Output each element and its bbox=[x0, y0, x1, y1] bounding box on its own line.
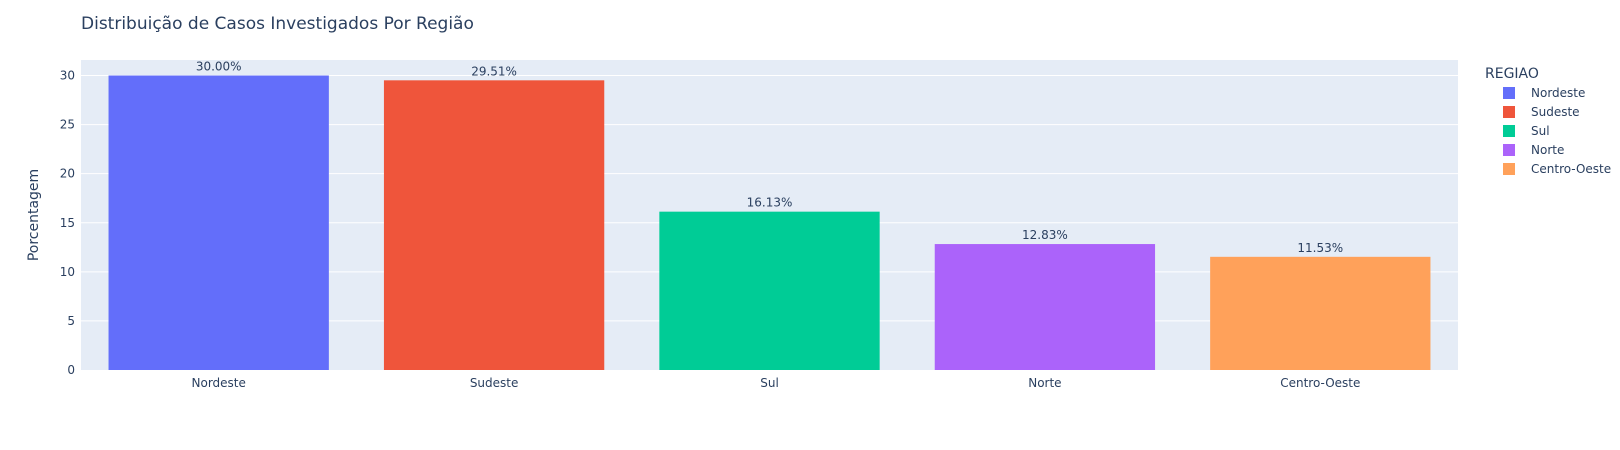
x-tick-label: Nordeste bbox=[192, 376, 246, 390]
chart-title: Distribuição de Casos Investigados Por R… bbox=[81, 14, 474, 34]
data-label: 29.51% bbox=[471, 64, 517, 78]
legend-swatch[interactable] bbox=[1503, 144, 1515, 156]
legend-title: REGIAO bbox=[1485, 66, 1539, 82]
data-label: 16.13% bbox=[747, 196, 793, 210]
x-tick-label: Norte bbox=[1028, 376, 1061, 390]
x-tick-label: Sudeste bbox=[470, 376, 519, 390]
y-tick-label: 25 bbox=[60, 118, 75, 132]
y-axis: 0 5 10 15 20 25 30 bbox=[60, 69, 75, 377]
y-axis-title: Porcentagem bbox=[26, 169, 42, 261]
x-tick-label: Sul bbox=[760, 376, 779, 390]
legend-item-label[interactable]: Nordeste bbox=[1531, 86, 1585, 100]
legend-swatch[interactable] bbox=[1503, 87, 1515, 99]
legend-swatch[interactable] bbox=[1503, 163, 1515, 175]
y-tick-label: 5 bbox=[67, 314, 75, 328]
x-axis: Nordeste Sudeste Sul Norte Centro-Oeste bbox=[192, 376, 1361, 390]
data-label: 12.83% bbox=[1022, 228, 1068, 242]
legend-swatch[interactable] bbox=[1503, 125, 1515, 137]
bar-norte[interactable] bbox=[934, 244, 1156, 370]
x-tick-label: Centro-Oeste bbox=[1280, 376, 1360, 390]
legend-item-label[interactable]: Sul bbox=[1531, 124, 1550, 138]
legend-item-label[interactable]: Sudeste bbox=[1531, 105, 1580, 119]
y-tick-label: 0 bbox=[67, 363, 75, 377]
y-tick-label: 30 bbox=[60, 69, 75, 83]
bars: 30.00% 29.51% 16.13% 12.83% 11.53% bbox=[108, 60, 1431, 370]
bar-sudeste[interactable] bbox=[383, 80, 605, 370]
data-label: 30.00% bbox=[196, 60, 242, 74]
data-label: 11.53% bbox=[1297, 241, 1343, 255]
legend-swatch[interactable] bbox=[1503, 106, 1515, 118]
y-tick-label: 15 bbox=[60, 216, 75, 230]
y-tick-label: 20 bbox=[60, 167, 75, 181]
y-tick-label: 10 bbox=[60, 265, 75, 279]
bar-centro-oeste[interactable] bbox=[1210, 256, 1431, 370]
legend[interactable]: REGIAO Nordeste Sudeste Sul Norte Centro-Oes… bbox=[1485, 66, 1611, 176]
legend-item-label[interactable]: Centro-Oeste bbox=[1531, 162, 1611, 176]
bar-sul[interactable] bbox=[659, 211, 880, 370]
bar-nordeste[interactable] bbox=[108, 75, 329, 370]
legend-item-label[interactable]: Norte bbox=[1531, 143, 1564, 157]
